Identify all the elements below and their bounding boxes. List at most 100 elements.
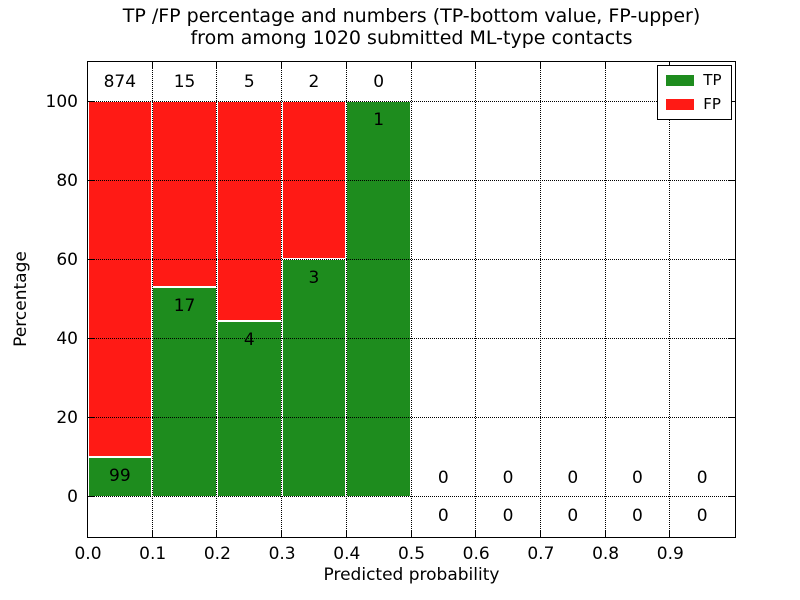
gridline-x-0.4 <box>345 61 347 537</box>
gridline-y-0 <box>87 496 735 498</box>
legend-label-fp: FP <box>703 94 721 113</box>
tick-right-40 <box>728 338 735 340</box>
tick-left-20 <box>87 417 94 419</box>
tick-bottom-0.4 <box>345 530 347 537</box>
tick-bottom-0.1 <box>151 530 153 537</box>
bar-count-fp-8: 0 <box>632 467 643 488</box>
bar-count-tp-7: 0 <box>567 505 579 526</box>
bar-count-tp-4: 1 <box>373 110 385 131</box>
legend-swatch-fp <box>666 98 695 110</box>
bar-count-fp-9: 0 <box>696 467 708 488</box>
tick-top-0.1 <box>151 61 153 68</box>
bar-count-fp-1: 15 <box>173 72 196 93</box>
bar-count-tp-0: 99 <box>109 465 131 486</box>
tick-top-0.6 <box>475 61 477 68</box>
tick-right-100 <box>728 100 735 102</box>
tick-top-0.4 <box>345 61 347 68</box>
bar-count-fp-0: 874 <box>103 72 137 93</box>
bar-count-fp-6: 0 <box>502 467 514 488</box>
chart-title-line1: TP /FP percentage and numbers (TP-bottom… <box>122 5 701 27</box>
y-tick-label-60: 60 <box>56 249 78 270</box>
tick-bottom-0.3 <box>281 530 283 537</box>
gridline-y-40 <box>87 338 735 340</box>
bar-count-layer: 874 99 15 17 5 4 2 3 0 1 0 0 0 0 0 0 0 0 0 0 <box>88 62 735 537</box>
legend-item-tp: TP <box>666 70 722 89</box>
bar-fp-0 <box>87 101 153 457</box>
tick-left-100 <box>87 100 94 102</box>
bar-count-tp-5: 0 <box>437 505 449 526</box>
bar-count-fp-4: 0 <box>373 72 385 93</box>
gridline-x-0.7 <box>539 61 541 537</box>
bar-fp-1 <box>152 101 217 287</box>
x-tick-label-0.9: 0.9 <box>656 544 684 564</box>
gridline-x-0.1 <box>151 61 153 537</box>
x-axis-title: Predicted probability <box>323 565 500 585</box>
gridline-layer <box>87 61 735 537</box>
tick-right-60 <box>728 258 735 260</box>
bar-count-fp-3: 2 <box>308 72 320 93</box>
x-tick-label-0.5: 0.5 <box>397 544 426 564</box>
ticks-layer <box>87 61 735 537</box>
bar-fp-2 <box>216 101 282 321</box>
gridline-x-0.5 <box>410 61 412 537</box>
tick-left-80 <box>87 179 94 181</box>
x-tick-label-0.2: 0.2 <box>203 544 231 564</box>
gridline-y-20 <box>87 417 735 419</box>
tick-bottom-0.2 <box>216 530 218 537</box>
tick-top-0.8 <box>604 61 606 68</box>
tick-bottom-0.7 <box>539 530 541 537</box>
bar-count-fp-5: 0 <box>437 467 449 488</box>
gridline-y-100 <box>87 100 735 102</box>
y-tick-label-100: 100 <box>45 91 78 112</box>
x-tick-label-0.4: 0.4 <box>333 544 361 564</box>
tick-left-60 <box>87 258 94 260</box>
chart-title: TP /FP percentage and numbers (TP-bottom… <box>88 5 735 49</box>
tick-bottom-0.5 <box>410 530 412 537</box>
legend-label-tp: TP <box>703 70 722 89</box>
bar-count-fp-7: 0 <box>567 467 579 488</box>
tick-bottom-0.8 <box>604 530 606 537</box>
gridline-y-60 <box>87 258 735 260</box>
tick-left-0 <box>87 496 94 498</box>
tick-bottom-0.6 <box>475 530 477 537</box>
tick-top-0.5 <box>410 61 412 68</box>
x-tick-label-0.6: 0.6 <box>462 544 490 564</box>
legend-item-fp: FP <box>666 94 721 113</box>
y-tick-label-80: 80 <box>56 170 78 191</box>
tick-top-0.7 <box>539 61 541 68</box>
y-tick-label-0: 0 <box>67 487 78 508</box>
x-tick-label-0.8: 0.8 <box>592 544 620 564</box>
bar-count-tp-1: 17 <box>173 295 196 316</box>
tick-right-20 <box>728 417 735 419</box>
gridline-x-0.2 <box>216 61 218 537</box>
tick-right-80 <box>728 179 735 181</box>
x-tick-label-0.7: 0.7 <box>527 544 555 564</box>
bar-count-fp-2: 5 <box>243 72 255 93</box>
gridline-x-0.3 <box>281 61 283 537</box>
gridline-x-0.6 <box>475 61 477 537</box>
y-tick-label-40: 40 <box>56 329 78 350</box>
tick-bottom-0.9 <box>669 530 671 537</box>
bar-count-tp-6: 0 <box>502 505 514 526</box>
bar-count-tp-3: 3 <box>308 268 320 289</box>
tick-right-0 <box>728 496 735 498</box>
bar-tp-0 <box>87 456 153 497</box>
y-tick-label-20: 20 <box>56 408 78 429</box>
chart-title-line2: from among 1020 submitted ML-type contac… <box>190 27 633 49</box>
legend-swatch-tp <box>666 74 695 86</box>
gridline-x-0.9 <box>669 61 671 537</box>
gridline-y-80 <box>87 179 735 181</box>
x-tick-label-0.0: 0.0 <box>74 544 102 564</box>
x-tick-label-0.1: 0.1 <box>139 544 167 564</box>
gridline-x-0.8 <box>604 61 606 537</box>
bar-count-tp-2: 4 <box>243 330 255 350</box>
tick-top-0.3 <box>281 61 283 68</box>
x-tick-label-0.3: 0.3 <box>268 544 296 564</box>
gridline-x-0 <box>87 61 88 537</box>
tick-left-40 <box>87 338 94 340</box>
bar-count-tp-8: 0 <box>632 505 643 526</box>
tick-top-0.2 <box>216 61 218 68</box>
legend: TP FP <box>657 64 732 120</box>
y-axis-title: Percentage <box>11 251 31 347</box>
